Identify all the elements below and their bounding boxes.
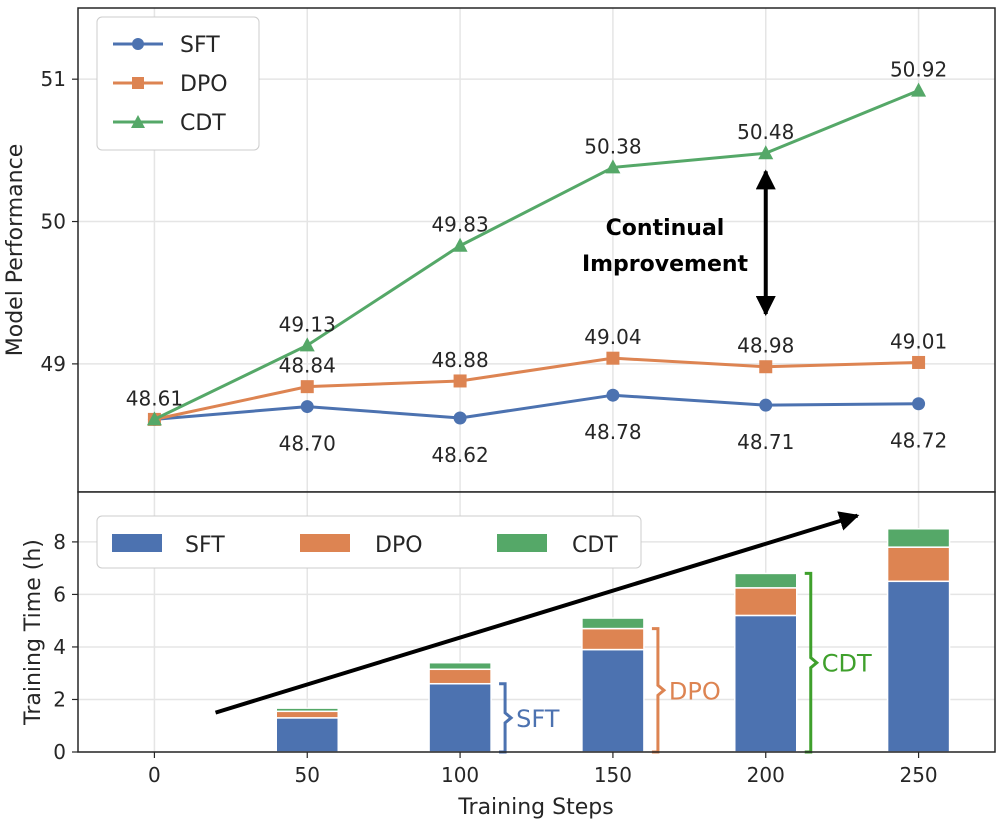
bar-dpo <box>886 546 951 583</box>
data-label-sft: 48.62 <box>431 443 488 467</box>
data-label-sft: 48.78 <box>584 420 641 444</box>
legend-swatch-cdt <box>497 534 547 552</box>
data-label-cdt: 49.13 <box>279 312 336 336</box>
series-line-cdt <box>153 89 920 421</box>
performance-legend: SFT DPO CDT <box>96 16 260 151</box>
brace-label-dpo: DPO <box>669 677 721 705</box>
brace-label-cdt: CDT <box>822 650 872 678</box>
point-sft <box>912 397 926 411</box>
data-label-start: 48.61 <box>126 386 183 410</box>
data-label-cdt: 49.83 <box>431 213 488 237</box>
point-dpo <box>912 355 926 369</box>
bar-dpo <box>581 627 645 651</box>
data-label-sft: 48.70 <box>279 432 336 456</box>
point-cdt <box>146 411 162 426</box>
bar-cdt <box>581 617 645 630</box>
bar-cdt <box>275 707 339 713</box>
point-dpo <box>606 351 620 365</box>
point-sft <box>300 400 314 414</box>
x-tick-label: 50 <box>295 763 320 787</box>
bar-sft <box>275 717 339 753</box>
bar-dpo <box>275 710 339 719</box>
series-line-sft <box>154 393 919 421</box>
x-axis-ticks: 0 50 100 150 200 250 <box>148 752 938 787</box>
bar-cdt <box>734 572 798 589</box>
data-label-dpo: 49.04 <box>584 325 641 349</box>
bar-sft <box>886 580 951 753</box>
x-tick-label: 150 <box>594 763 632 787</box>
legend-label-sft: SFT <box>180 33 220 58</box>
legend-swatch-sft <box>112 534 162 552</box>
training-time-panel: SFT DPO CDT SFT DPO CDT 0 2 4 6 8 0 50 100 150 200… <box>21 491 996 820</box>
x-axis-title: Training Steps <box>457 795 613 820</box>
x-tick-label: 250 <box>899 763 937 787</box>
legend-entry-sft: SFT <box>113 33 220 58</box>
legend-label-cdt-bottom: CDT <box>572 533 618 558</box>
continual-improvement-annotation: Continual Improvement <box>582 169 776 317</box>
point-sft <box>453 411 467 425</box>
point-sft <box>606 388 620 402</box>
legend-entry-dpo: DPO <box>113 72 228 97</box>
training-time-legend: SFT DPO CDT <box>96 515 642 569</box>
data-label-cdt: 50.92 <box>890 58 947 82</box>
legend-label-cdt: CDT <box>180 111 226 136</box>
y-tick-label: 2 <box>53 687 66 711</box>
y-tick-label: 51 <box>41 67 66 91</box>
training-time-frame <box>77 491 996 753</box>
training-time-y-ticks: 0 2 4 6 8 <box>53 530 78 764</box>
legend-box-bottom <box>96 515 642 569</box>
point-cdt <box>758 145 774 160</box>
annotation-line-1: Continual <box>606 216 725 241</box>
point-cdt <box>911 82 927 97</box>
annotation-line-2: Improvement <box>582 252 749 277</box>
performance-y-axis-title: Model Performance <box>3 144 28 356</box>
legend-label-dpo: DPO <box>180 72 228 97</box>
y-tick-label: 8 <box>53 530 66 554</box>
bar-cdt <box>886 528 951 548</box>
y-tick-label: 50 <box>41 210 66 234</box>
performance-panel: 48.61 48.70 48.84 49.13 48.62 48.88 49.83 48.78… <box>3 7 996 493</box>
bar-dpo <box>428 668 492 685</box>
bar-sft <box>734 614 798 753</box>
data-label-cdt: 50.48 <box>737 120 794 144</box>
data-label-dpo: 49.01 <box>890 329 947 353</box>
bar-dpo <box>734 587 798 617</box>
x-tick-label: 0 <box>148 763 161 787</box>
training-time-y-axis-title: Training Time (h) <box>21 539 46 726</box>
y-tick-label: 4 <box>53 635 66 659</box>
data-label-sft: 48.71 <box>737 430 794 454</box>
bar-cdt <box>428 661 492 671</box>
point-sft <box>759 398 773 412</box>
data-label-cdt: 50.38 <box>584 134 641 158</box>
legend-swatch-dpo <box>300 534 350 552</box>
point-cdt <box>605 159 621 174</box>
point-dpo <box>759 360 773 374</box>
bar-sft <box>581 648 645 753</box>
bar-sft <box>428 682 492 753</box>
data-label-dpo: 48.98 <box>737 334 794 358</box>
y-tick-label: 6 <box>53 582 66 606</box>
point-dpo <box>300 380 314 394</box>
point-cdt <box>299 337 315 352</box>
data-label-sft: 48.72 <box>890 429 947 453</box>
performance-data-labels: 48.61 48.70 48.84 49.13 48.62 48.88 49.83 48.78… <box>126 58 947 467</box>
stage-braces: SFT DPO CDT <box>499 571 872 754</box>
y-tick-label: 49 <box>41 352 66 376</box>
legend-label-sft-bottom: SFT <box>185 533 225 558</box>
data-label-dpo: 48.84 <box>279 354 336 378</box>
brace-label-sft: SFT <box>516 705 560 733</box>
performance-lines <box>146 82 927 426</box>
performance-y-ticks: 49 50 51 <box>41 67 78 376</box>
y-tick-label: 0 <box>53 740 66 764</box>
trend-arrow <box>214 511 860 715</box>
point-cdt <box>452 237 468 252</box>
x-tick-label: 200 <box>747 763 785 787</box>
legend-label-dpo-bottom: DPO <box>375 533 423 558</box>
x-tick-label: 100 <box>441 763 479 787</box>
point-dpo <box>453 374 467 388</box>
data-label-dpo: 48.88 <box>431 348 488 372</box>
legend-entry-cdt: CDT <box>113 111 226 136</box>
series-line-dpo <box>154 356 919 421</box>
